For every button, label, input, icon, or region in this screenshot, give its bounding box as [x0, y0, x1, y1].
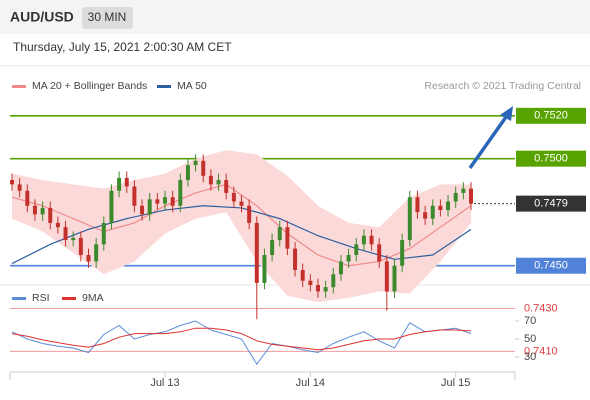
candle-body: [293, 248, 298, 271]
candle-body: [208, 175, 213, 185]
candle-body: [338, 261, 343, 275]
candle-body: [354, 244, 359, 256]
legend-swatch: [62, 297, 76, 300]
candle-body: [71, 237, 76, 241]
candle-body: [140, 205, 145, 215]
candle-body: [430, 205, 435, 219]
legend-label: 9MA: [82, 292, 104, 304]
legend-swatch: [12, 85, 26, 88]
candle-body: [185, 165, 190, 181]
candle-body: [254, 222, 259, 283]
candle-body: [132, 186, 137, 206]
credit: Research © 2021 Trading Central: [424, 80, 581, 92]
candle-body: [369, 235, 374, 245]
level-label: 0.7450: [534, 260, 568, 272]
candle-body: [163, 197, 167, 204]
candle-body: [300, 270, 305, 281]
x-tick-label: Jul 13: [150, 377, 179, 389]
candle-body: [55, 222, 60, 228]
candle-body: [247, 205, 252, 223]
candle-body: [117, 177, 122, 191]
candle-body: [86, 255, 91, 262]
candle-body: [270, 240, 275, 256]
level-label: 0.7410: [524, 345, 558, 357]
y-tick-label: 70: [524, 315, 536, 327]
candle-body: [438, 205, 443, 211]
candle-body: [109, 190, 114, 223]
candle-body: [469, 188, 473, 204]
candle-body: [147, 199, 152, 215]
candle-body: [377, 244, 382, 262]
legend-swatch: [157, 85, 171, 88]
candle-body: [262, 255, 267, 283]
candle-body: [178, 180, 183, 206]
candle-body: [63, 227, 68, 241]
timeframe-badge: [82, 7, 133, 29]
timeframe: 30 MIN: [88, 10, 127, 24]
candle-body: [193, 160, 198, 166]
level-label-bg: [516, 257, 586, 274]
plot: 0.7520 0.7500 0.7479 0.7450 0.7430 0.7410 MA 2…: [10, 80, 586, 389]
candle-body: [216, 180, 221, 185]
candle-body: [25, 190, 30, 206]
candle-body: [155, 199, 160, 204]
candle-body: [316, 285, 320, 292]
legend-label: MA 50: [177, 80, 207, 92]
forecast-arrowhead: [500, 106, 513, 121]
x-tick-label: Jul 14: [296, 377, 325, 389]
candle-body: [346, 255, 351, 262]
candle-body: [384, 261, 389, 292]
level-label: 0.7430: [524, 302, 558, 314]
indicator-line: [11, 320, 472, 366]
candle-body: [170, 197, 175, 206]
candle-body: [392, 265, 397, 292]
y-tick-label: 50: [524, 333, 536, 345]
candle-body: [323, 287, 328, 292]
candle-body: [10, 180, 14, 185]
level-label-bg: [516, 195, 586, 212]
candle-body: [331, 274, 336, 288]
legend-label: RSI: [32, 292, 50, 304]
level-label: 0.7500: [534, 153, 568, 165]
candle-body: [361, 235, 366, 245]
indicator-line: [11, 327, 472, 351]
candle-body: [407, 197, 412, 241]
candle-body: [94, 244, 99, 262]
candle-body: [415, 197, 420, 213]
candle-body: [308, 280, 313, 285]
forecast-arrow: [468, 115, 508, 170]
candle-body: [17, 184, 22, 191]
legend-swatch: [12, 297, 26, 300]
symbol: AUD/USD: [10, 9, 74, 25]
candle-body: [231, 192, 236, 202]
candle-body: [48, 207, 53, 223]
candle-body: [101, 222, 106, 245]
candle-body: [277, 227, 282, 241]
x-tick-label: Jul 15: [441, 377, 470, 389]
candle-body: [400, 240, 405, 266]
candle-body: [78, 237, 83, 256]
level-label-bg: [516, 150, 586, 167]
candle-body: [32, 205, 37, 215]
candle-body: [239, 201, 244, 206]
candle-body: [423, 212, 428, 219]
candle-body: [201, 160, 206, 176]
y-tick-label: 30: [524, 351, 536, 363]
candle-body: [124, 177, 129, 187]
level-label-bg: [516, 107, 586, 124]
candle-body: [453, 192, 458, 202]
timestamp: Thursday, July 15, 2021 2:00:30 AM CET: [13, 40, 232, 54]
level-label: 0.7520: [534, 110, 568, 122]
candle-body: [40, 207, 45, 215]
candle-body: [446, 201, 451, 211]
candle-body: [461, 188, 466, 193]
candle-body: [285, 227, 290, 249]
level-label: 0.7479: [534, 198, 568, 210]
candle-body: [224, 180, 229, 193]
legend-label: MA 20 + Bollinger Bands: [32, 80, 147, 92]
